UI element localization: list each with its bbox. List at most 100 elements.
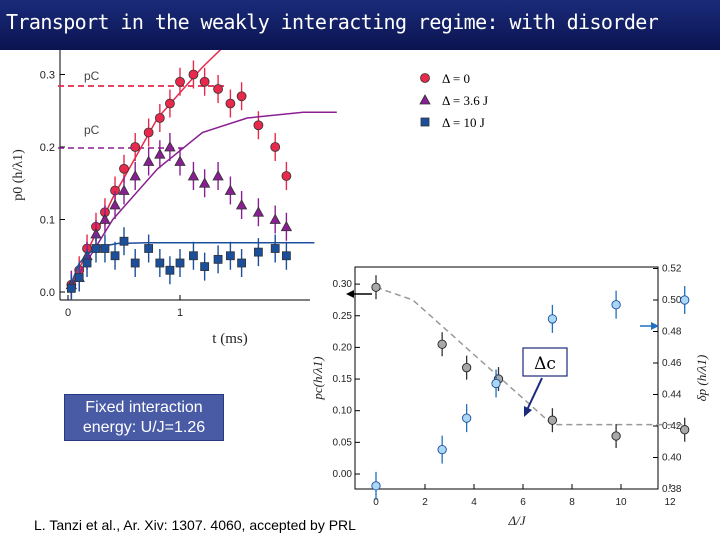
main-y-tick-label: 0.0: [40, 287, 55, 299]
inset-right-tick-label: 0.38: [662, 484, 682, 495]
data-point: [270, 142, 281, 152]
dp-point: [461, 413, 472, 423]
pc-point: [611, 431, 621, 441]
data-point: [91, 244, 101, 253]
main-y-tick-label: 0.3: [40, 70, 55, 82]
inset-x-tick-label: 0: [373, 497, 379, 508]
data-point: [199, 76, 210, 87]
data-point: [66, 283, 76, 293]
dp-point: [547, 314, 558, 324]
data-point: [154, 148, 166, 159]
legend-marker: [420, 117, 430, 127]
legend-marker: [420, 73, 430, 83]
inset-x-tick-label: 10: [615, 497, 627, 508]
inset-x-axis-title: Δ/J: [507, 513, 526, 528]
main-x-tick-label: 0: [65, 307, 71, 319]
data-point: [165, 98, 175, 109]
data-point: [280, 220, 293, 232]
delta-c-box: [522, 347, 568, 377]
pc-point: [371, 282, 381, 292]
data-point: [270, 244, 280, 253]
legend-marker: [419, 94, 431, 105]
data-point: [129, 170, 141, 181]
fit-line: [67, 111, 337, 293]
legend-label: Δ = 10 J: [442, 115, 485, 130]
legend-label: Δ = 3.6 J: [442, 93, 488, 108]
inset-background: [310, 258, 720, 540]
inset-right-tick-label: 0.50: [662, 295, 682, 306]
inset-left-axis-title: pc(h/λ1): [310, 356, 325, 400]
data-point: [253, 120, 264, 131]
inset-left-tick-label: 0.15: [333, 374, 353, 385]
data-point: [164, 141, 176, 152]
box-line-1: Fixed interaction: [85, 399, 203, 416]
delta-c-pointer: [526, 377, 543, 411]
data-point: [82, 258, 92, 268]
inset-right-axis-title: δp (h/λ1): [694, 355, 709, 402]
data-point: [252, 206, 265, 217]
pc-point: [461, 363, 472, 373]
data-point: [200, 262, 210, 272]
data-point: [237, 258, 247, 268]
data-point: [281, 251, 291, 261]
pc-point: [680, 425, 690, 435]
data-point: [213, 254, 223, 264]
data-point: [236, 91, 247, 102]
slide-title: Transport in the weakly interacting regi…: [6, 10, 659, 34]
inset-x-tick-label: 8: [569, 497, 575, 508]
right-axis-arrowhead: [651, 322, 659, 330]
data-point: [110, 251, 120, 261]
legend-label: Δ = 0: [442, 71, 470, 86]
dp-point: [680, 295, 690, 305]
data-point: [119, 236, 129, 246]
data-point: [144, 244, 154, 253]
data-point: [253, 247, 263, 257]
pc-point: [547, 415, 558, 425]
data-point: [155, 258, 165, 268]
dp-point: [371, 481, 381, 491]
inset-left-tick-label: 0.20: [333, 342, 353, 353]
inset-right-tick-label: 0.52: [662, 264, 682, 275]
interaction-energy-box: Fixed interaction energy: U/J=1.26: [64, 394, 224, 441]
data-point: [175, 258, 185, 268]
delta-c-pointer-head: [524, 406, 532, 417]
data-point: [281, 171, 292, 181]
dp-point: [437, 444, 447, 455]
data-point: [188, 69, 199, 80]
inset-x-tick-label: 12: [664, 497, 676, 508]
data-point: [118, 184, 130, 195]
data-point: [225, 98, 236, 109]
box-line-2: energy: U/J=1.26: [82, 419, 206, 436]
inset-left-tick-label: 0.30: [333, 279, 353, 290]
inset-x-tick-label: 6: [520, 497, 526, 508]
inset-frame: [354, 266, 659, 490]
inset-left-tick-label: 0.10: [333, 406, 353, 417]
data-point: [143, 127, 154, 138]
dp-point: [611, 300, 621, 310]
delta-c-label: Δc: [534, 354, 556, 374]
data-point: [174, 155, 186, 166]
pc-label-bottom: pC: [84, 123, 100, 137]
inset-x-tick-label: 4: [471, 497, 477, 508]
data-point: [212, 170, 224, 181]
data-point: [198, 177, 211, 188]
main-y-axis-title: p0 (h/λ1): [11, 149, 26, 201]
data-point: [269, 213, 281, 224]
main-x-tick-label: 1: [177, 307, 183, 319]
data-point: [130, 258, 140, 268]
data-point: [99, 213, 111, 224]
data-point: [187, 170, 200, 181]
data-point: [225, 251, 235, 261]
left-axis-arrowhead: [346, 290, 354, 298]
inset-left-tick-label: 0.25: [333, 311, 353, 322]
data-point: [154, 113, 165, 123]
inset-left-tick-label: 0.05: [333, 437, 353, 448]
inset-chart: 0.00 0.05 0.10 0.15 0.20 0.25 0.30 0.38 0.40 0.42…: [310, 258, 720, 540]
pc-label-top: pC: [84, 69, 100, 83]
data-point: [142, 155, 155, 166]
data-point: [119, 163, 129, 174]
data-point: [100, 244, 110, 253]
data-point: [213, 84, 223, 94]
dp-point: [491, 378, 501, 389]
main-x-axis-title: t (ms): [212, 331, 247, 347]
